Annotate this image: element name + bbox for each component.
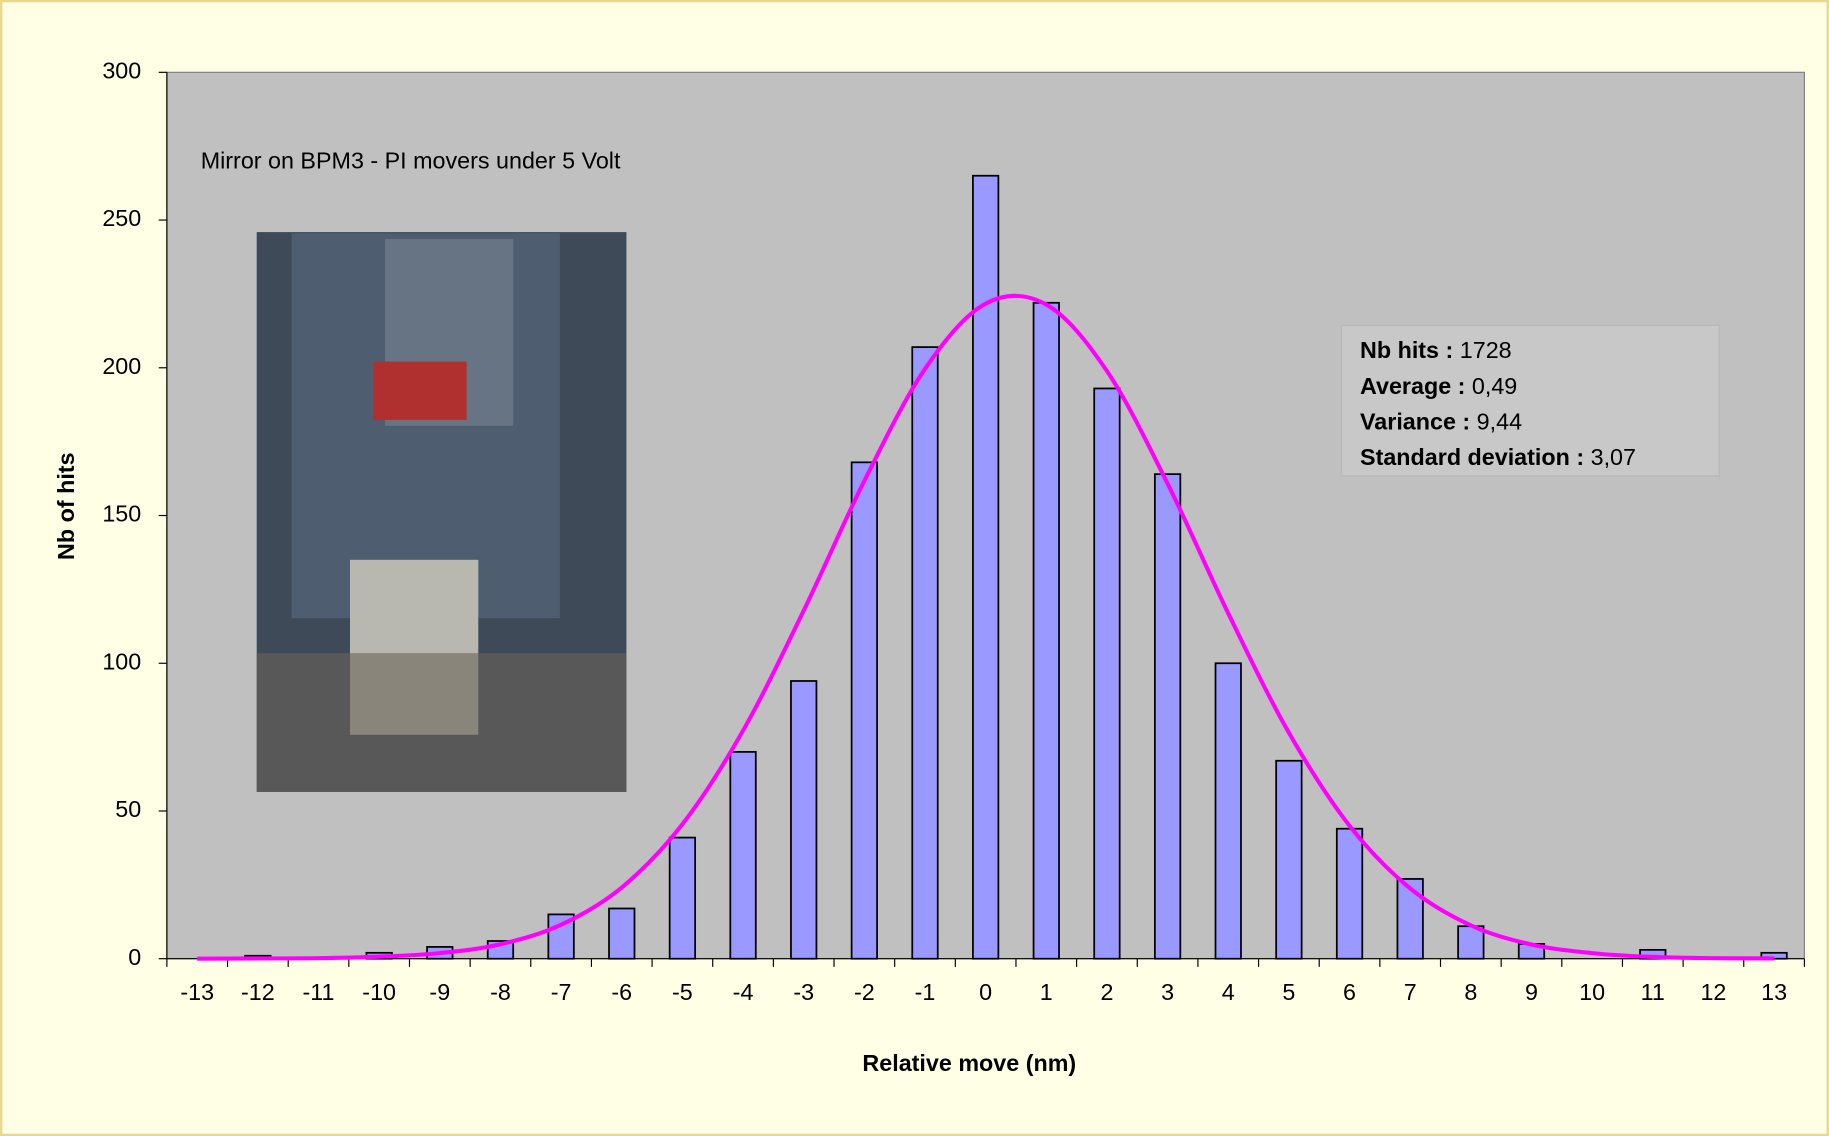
fit-curve — [197, 293, 1775, 961]
annotation: Mirror on BPM3 - PI movers under 5 Volt — [201, 147, 621, 173]
bar — [608, 907, 636, 960]
stat-value: 0,49 — [1472, 373, 1517, 399]
bar — [911, 346, 939, 960]
y-tick-label: 300 — [102, 57, 141, 83]
x-tick-label: 3 — [1161, 979, 1174, 1005]
x-tick-label: 12 — [1700, 979, 1726, 1005]
x-tick-label: 2 — [1100, 979, 1113, 1005]
y-tick-label: 100 — [102, 648, 141, 674]
stat-value: 1728 — [1460, 337, 1512, 363]
x-tick-label: -10 — [362, 979, 396, 1005]
y-tick-label: 250 — [102, 205, 141, 231]
x-tick-label: -7 — [551, 979, 572, 1005]
x-tick-label: 11 — [1641, 979, 1665, 1005]
y-tick-label: 0 — [128, 944, 141, 970]
bar — [972, 174, 1000, 960]
x-tick-label: 4 — [1222, 979, 1235, 1005]
x-tick-label: 0 — [979, 979, 992, 1005]
stat-line: Standard deviation : 3,07 — [1360, 444, 1636, 470]
y-tick-label: 150 — [102, 501, 141, 527]
x-tick-label: 7 — [1404, 979, 1417, 1005]
x-tick-label: -6 — [611, 979, 632, 1005]
bar — [729, 751, 757, 960]
bar — [850, 461, 878, 960]
x-tick-label: 6 — [1343, 979, 1356, 1005]
bar — [1214, 662, 1242, 960]
stat-line: Nb hits : 1728 — [1360, 337, 1512, 363]
bar — [1275, 759, 1303, 960]
bar — [1093, 387, 1121, 960]
x-tick-label: -4 — [733, 979, 754, 1005]
x-tick-label: -9 — [429, 979, 450, 1005]
x-tick-label: -12 — [241, 979, 275, 1005]
x-tick-label: 9 — [1525, 979, 1538, 1005]
bar — [1457, 925, 1485, 960]
stat-value: 3,07 — [1591, 444, 1636, 470]
photo — [256, 232, 627, 792]
stat-label: Variance : — [1360, 409, 1470, 435]
x-tick-label: -5 — [672, 979, 693, 1005]
bar — [1396, 878, 1424, 960]
stats-box — [1340, 324, 1720, 477]
x-tick-label: -8 — [490, 979, 511, 1005]
bar — [790, 680, 818, 960]
stat-line: Average : 0,49 — [1360, 373, 1517, 399]
x-tick-label: 8 — [1464, 979, 1477, 1005]
x-tick-label: 5 — [1282, 979, 1295, 1005]
x-axis-title: Relative move (nm) — [862, 1050, 1076, 1076]
bar — [1153, 473, 1182, 960]
x-tick-label: 13 — [1761, 979, 1787, 1005]
x-tick-label: -13 — [180, 979, 214, 1005]
stat-label: Average : — [1360, 373, 1465, 399]
stat-line: Variance : 9,44 — [1360, 409, 1522, 435]
bar — [1032, 301, 1060, 960]
y-axis-title: Nb of hits — [53, 452, 79, 560]
x-tick-label: 10 — [1579, 979, 1605, 1005]
bar — [1335, 827, 1364, 960]
y-tick-label: 200 — [102, 353, 141, 379]
stat-label: Standard deviation : — [1360, 444, 1584, 470]
stat-value: 9,44 — [1477, 409, 1522, 435]
x-tick-label: 1 — [1040, 979, 1053, 1005]
x-tick-label: -1 — [915, 979, 936, 1005]
bar — [1760, 951, 1788, 960]
stat-label: Nb hits : — [1360, 337, 1453, 363]
x-tick-label: -3 — [793, 979, 814, 1005]
y-tick-label: 50 — [115, 796, 141, 822]
x-tick-label: -2 — [854, 979, 875, 1005]
bar — [668, 836, 697, 960]
x-tick-label: -11 — [303, 979, 335, 1005]
